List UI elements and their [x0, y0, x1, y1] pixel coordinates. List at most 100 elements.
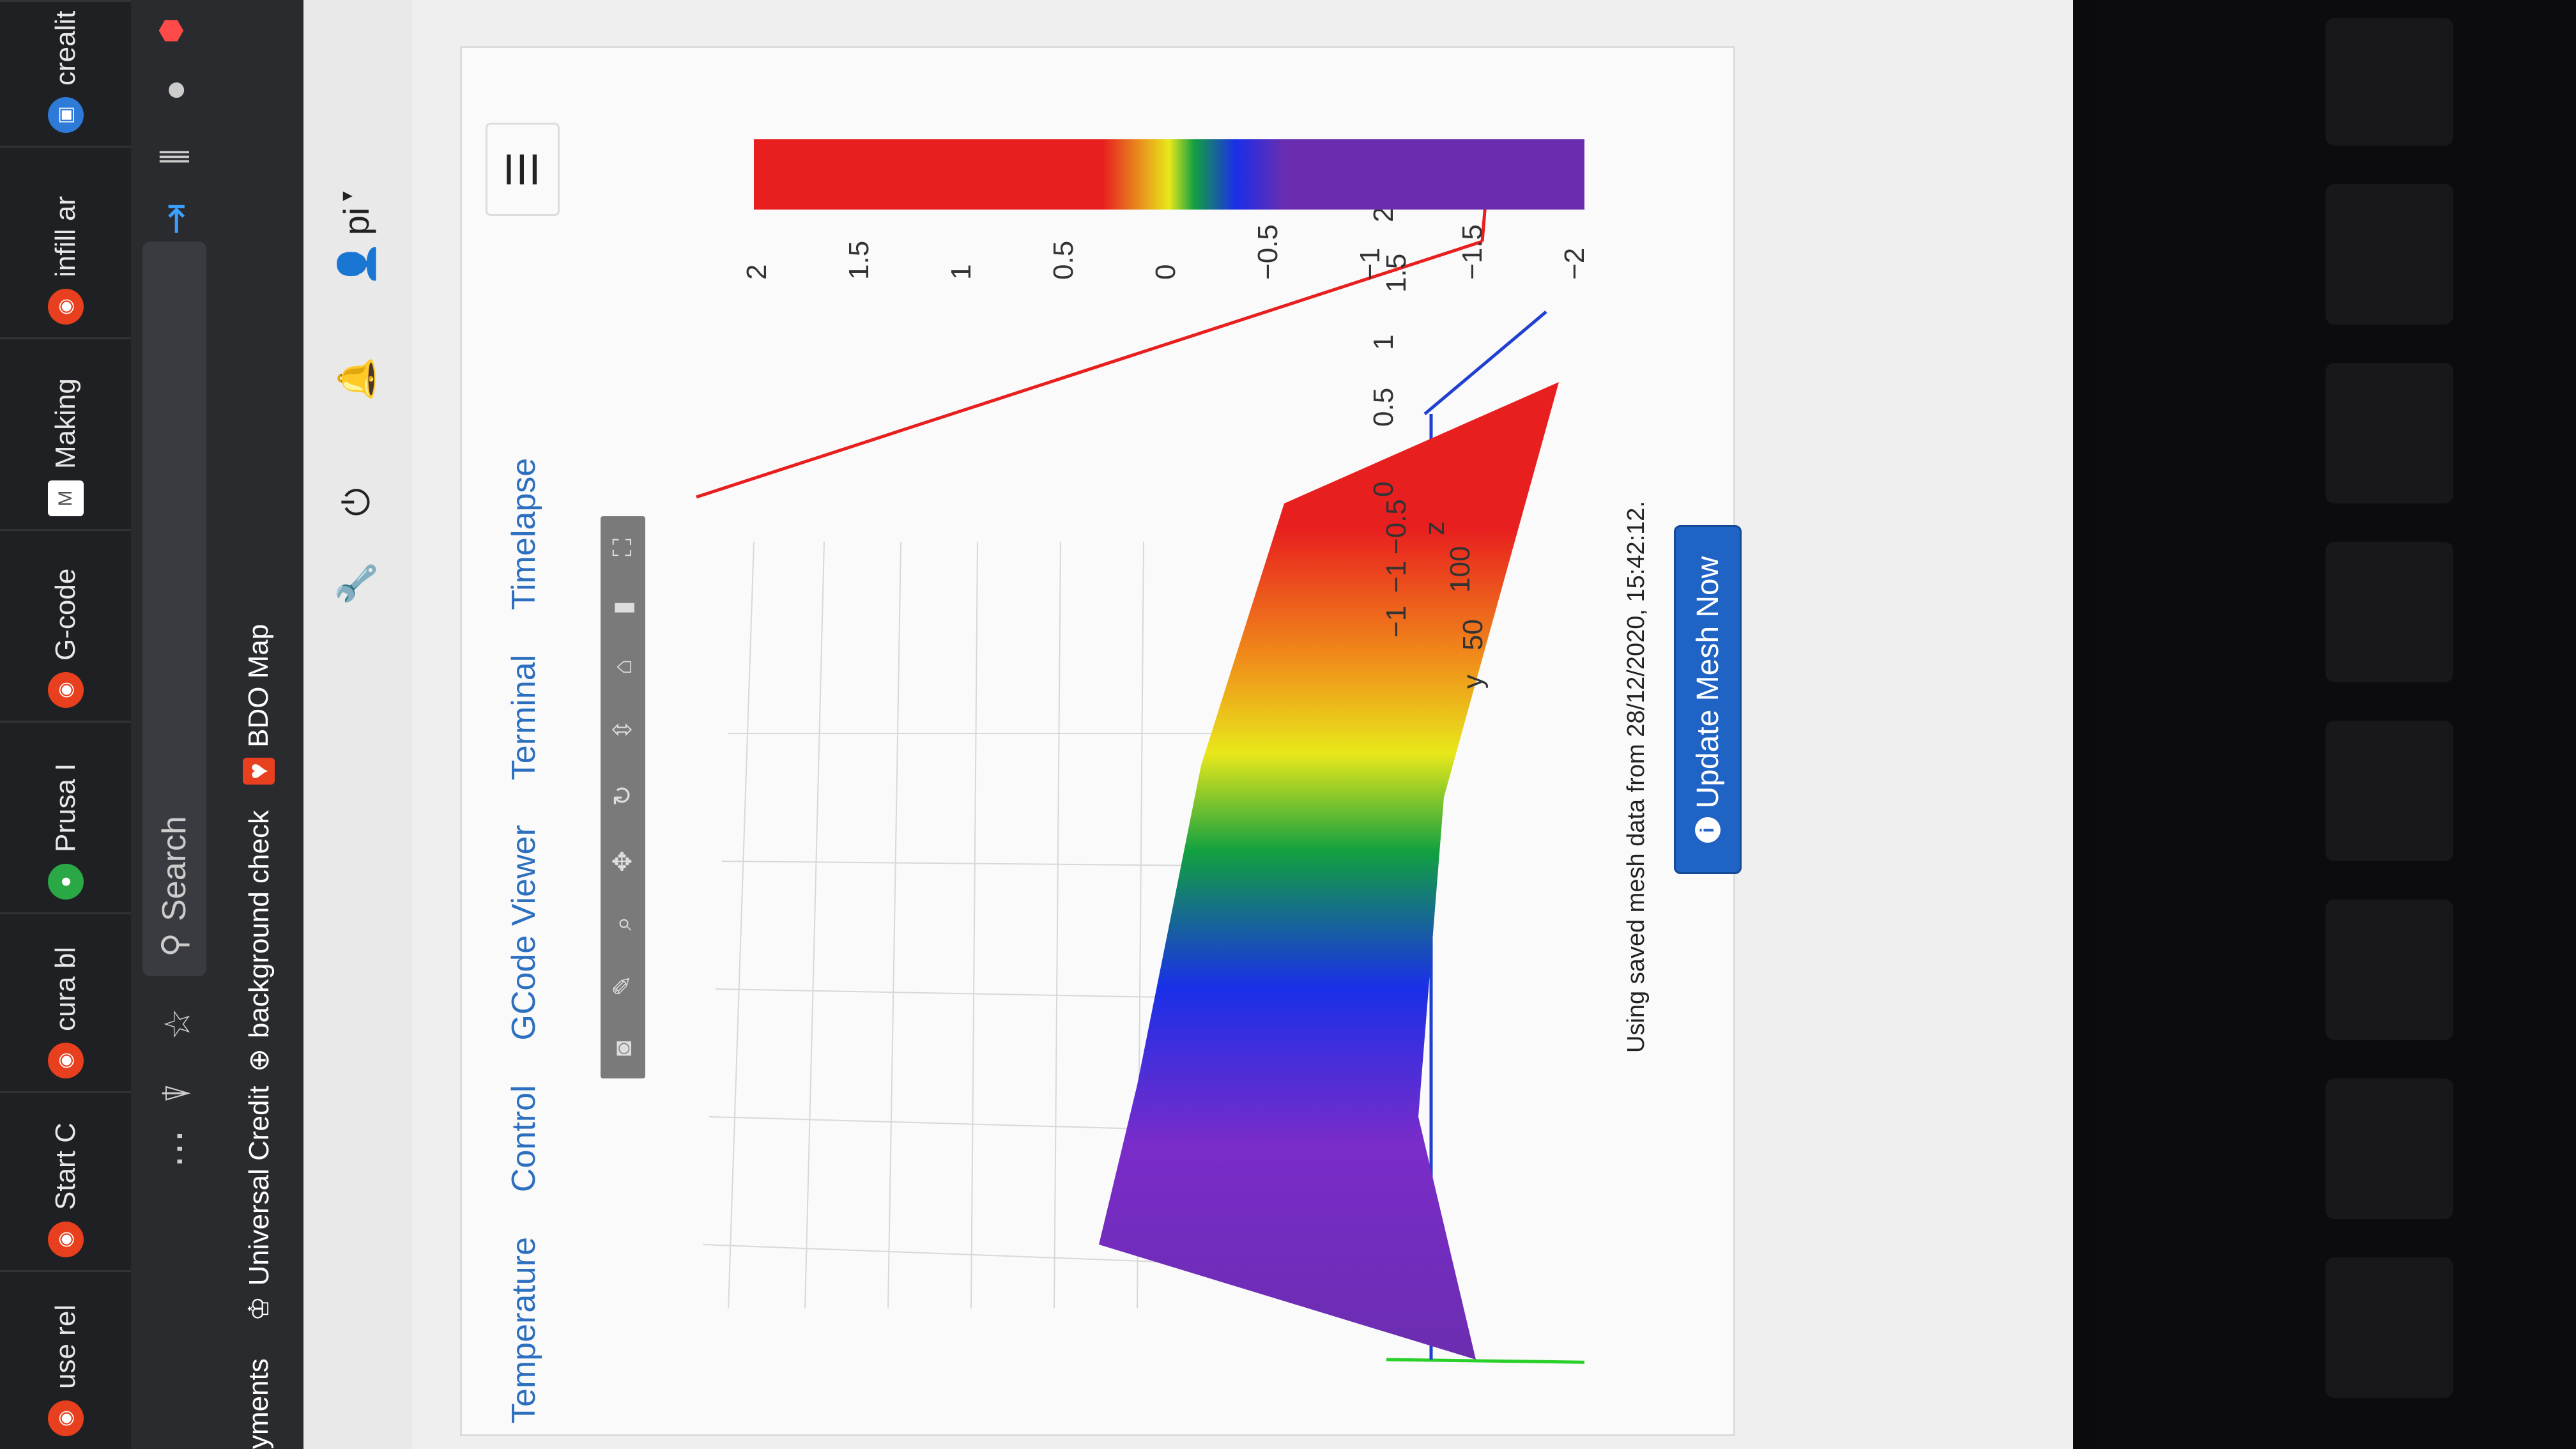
browser-tab-label: Making — [49, 378, 81, 469]
turntable-icon[interactable]: ⇳ — [609, 719, 637, 740]
colorbar-tick: 1.5 — [843, 240, 875, 280]
bookmark-item[interactable]: yments — [243, 1358, 275, 1449]
tab-temperature[interactable]: Temperature — [505, 1237, 542, 1423]
octoprint-icon: ◉ — [47, 289, 84, 325]
browser-tab[interactable]: ▣ crealit — [0, 0, 131, 146]
info-icon: i — [1695, 817, 1721, 843]
pocket-icon[interactable]: ⍒ — [157, 1082, 197, 1104]
plot-grid — [702, 541, 1431, 1309]
browser-tab-label: cura bl — [49, 946, 81, 1031]
browser-tab-strip: ◉ use rel ◉ Start C ◉ cura bl ● Prusa I … — [0, 0, 131, 1449]
plot-modebar: ◙ ✎ ⌕ ✥ ↻ ⇳ ⌂ ▮ ⛶ — [601, 516, 645, 1078]
colorbar-tick: −2 — [1559, 247, 1590, 280]
update-mesh-button[interactable]: i Update Mesh Now — [1674, 525, 1742, 874]
star-icon[interactable]: ☆ — [157, 1008, 197, 1040]
bookmark-label: Universal Credit — [243, 1085, 275, 1286]
tab-terminal[interactable]: Terminal — [505, 654, 542, 781]
keyboard-key — [2326, 363, 2453, 503]
download-arrow-icon[interactable]: ⇥ — [154, 203, 197, 235]
browser-toolbar: ⋯ ⍒ ☆ ⚲ Search ⇥ ⫴ ● ⬢ — [131, 0, 220, 1449]
tab-timelapse[interactable]: Timelapse — [505, 457, 542, 610]
pencil-icon[interactable]: ✎ — [609, 975, 637, 997]
browser-tab[interactable]: M Making — [0, 337, 131, 529]
browser-tab[interactable]: ◉ G-code — [0, 529, 131, 721]
colorbar-tick: 1 — [946, 264, 977, 280]
keyboard-key — [2326, 542, 2453, 682]
keyboard-key — [2326, 1078, 2453, 1219]
gov-icon: ♔ — [243, 1296, 275, 1321]
browser-tab-label: Prusa I — [49, 763, 81, 852]
browser-tab-label: Start C — [49, 1123, 81, 1210]
pan-icon[interactable]: ✥ — [609, 850, 637, 872]
browser-tab[interactable]: ◉ infill ar — [0, 146, 131, 337]
colorbar — [754, 139, 1584, 210]
keyboard-key — [2326, 900, 2453, 1040]
ublock-icon[interactable]: ⬢ — [154, 17, 187, 43]
z-tick: −1 — [1381, 561, 1412, 593]
hover-icon[interactable]: ▮ — [609, 601, 637, 615]
app-navbar: 🔧 ⏻ 🔔 👤 pi ▾ — [303, 0, 412, 1449]
leaf-icon: ● — [47, 864, 84, 900]
more-icon[interactable]: ⋯ — [157, 1130, 200, 1168]
z-tick: 1 — [1368, 335, 1399, 350]
extension-icon[interactable]: ● — [154, 79, 194, 101]
colorbar-tick: 0.5 — [1048, 240, 1079, 280]
browser-tab[interactable]: ◉ cura bl — [0, 912, 131, 1091]
colorbar-tick: −1.5 — [1457, 224, 1488, 280]
search-placeholder: Search — [156, 816, 193, 921]
orbit-icon[interactable]: ↻ — [609, 785, 637, 806]
bookmark-item[interactable]: ♔ Universal Credit — [243, 1086, 275, 1321]
user-icon: 👤 — [336, 241, 376, 286]
mesh-status-text: Using saved mesh data from 28/12/2020, 1… — [1623, 501, 1650, 1053]
globe-icon: ⊕ — [243, 1048, 275, 1072]
bookmark-label: yments — [243, 1358, 274, 1449]
browser-tab-label: crealit — [49, 10, 81, 86]
browser-tab-label: G-code — [49, 568, 81, 661]
browser-tab[interactable]: ◉ Start C — [0, 1091, 131, 1270]
reset-camera-icon[interactable]: ⌂ — [608, 659, 637, 675]
search-icon: ⚲ — [156, 932, 193, 957]
octoprint-icon: ◉ — [47, 1400, 84, 1436]
y-axis-label: y — [1457, 675, 1489, 689]
bed-mesh-chart[interactable]: 2 1.5 1 0.5 0 −0.5 −1 −1 z y 100 50 — [677, 31, 1584, 1436]
keyboard-key — [2326, 184, 2453, 325]
keyboard-key — [2326, 18, 2453, 146]
colorbar-tick: −1 — [1354, 247, 1386, 280]
search-input[interactable]: ⚲ Search — [142, 241, 206, 976]
y-tick: 100 — [1445, 546, 1476, 593]
bookmarks-bar: yments ♔ Universal Credit ⊕ background c… — [220, 0, 303, 1449]
bell-icon[interactable]: 🔔 — [336, 356, 376, 401]
gmail-icon: M — [47, 480, 84, 516]
browser-tab[interactable]: ● Prusa I — [0, 721, 131, 912]
x-axis-line — [696, 240, 1483, 499]
tab-control[interactable]: Control — [505, 1085, 542, 1193]
browser-tab-label: use rel — [49, 1304, 81, 1389]
z-tick: 0.5 — [1368, 388, 1399, 427]
hamburger-menu-button[interactable]: ☰ — [486, 123, 560, 216]
wrench-icon[interactable]: 🔧 — [336, 561, 376, 606]
octoprint-icon: ◉ — [47, 1043, 84, 1078]
library-icon[interactable]: ⫴ — [154, 148, 197, 165]
bookmark-item[interactable]: ⊕ background check — [243, 810, 275, 1072]
z-tick: 0 — [1368, 482, 1399, 497]
camera-icon[interactable]: ◙ — [608, 1041, 637, 1057]
bookmark-item[interactable]: ♥ BDO Map — [243, 624, 275, 785]
tab-gcode-viewer[interactable]: GCode Viewer — [505, 825, 542, 1041]
fullscreen-icon[interactable]: ⛶ — [608, 538, 637, 556]
colorbar-ticks: 2 1.5 1 0.5 0 −0.5 −1 −1.5 −2 — [741, 224, 1591, 280]
browser-tab[interactable]: ◉ use rel — [0, 1270, 131, 1449]
z-axis-line-top — [1423, 310, 1547, 415]
user-menu[interactable]: 👤 pi ▾ — [335, 192, 378, 286]
bookmark-label: background check — [243, 810, 275, 1039]
keyboard-key — [2326, 1257, 2453, 1398]
browser-tab-label: infill ar — [49, 195, 81, 277]
update-mesh-label: Update Mesh Now — [1690, 556, 1725, 809]
y-axis-line — [1386, 1358, 1584, 1368]
power-icon[interactable]: ⏻ — [336, 487, 376, 516]
bookmark-label: BDO Map — [243, 624, 274, 747]
z-axis-label: z — [1419, 521, 1450, 535]
zoom-icon[interactable]: ⌕ — [608, 916, 637, 931]
colorbar-tick: 0 — [1150, 264, 1181, 280]
octoprint-icon: ◉ — [47, 672, 84, 708]
app-tabs: Temperature Control GCode Viewer Termina… — [505, 458, 581, 1423]
